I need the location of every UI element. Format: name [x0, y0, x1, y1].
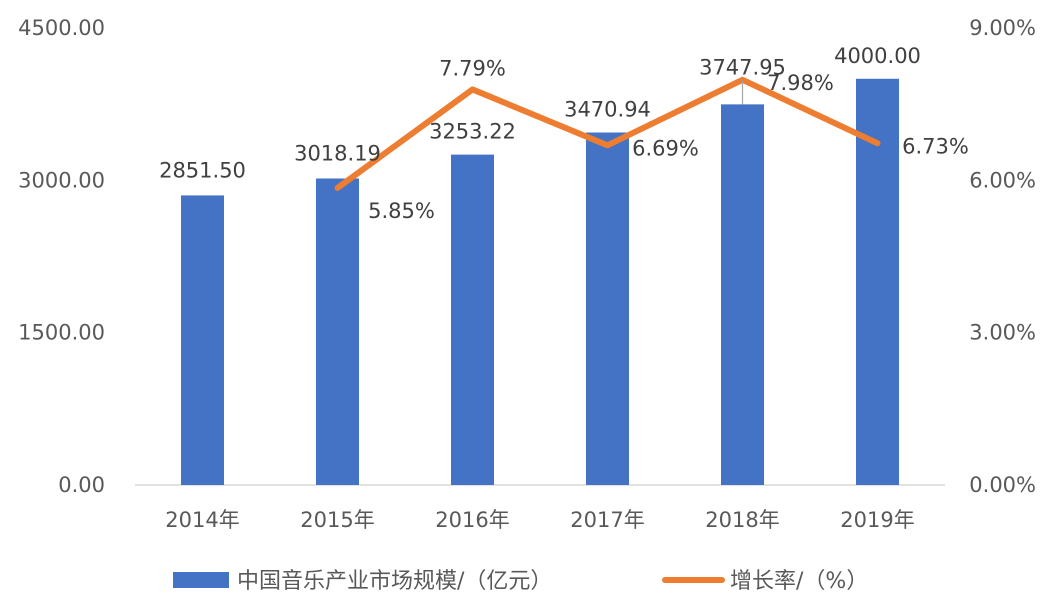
- growth-value-label: 5.85%: [368, 199, 435, 223]
- bar: [181, 195, 224, 485]
- growth-value-label: 7.79%: [439, 56, 506, 80]
- x-tick-label: 2018年: [705, 508, 779, 532]
- x-tick-label: 2014年: [165, 508, 239, 532]
- bar: [451, 154, 494, 485]
- y-left-tick-label: 3000.00: [18, 168, 105, 192]
- bar-value-label: 3470.94: [564, 98, 651, 122]
- x-tick-label: 2015年: [300, 508, 374, 532]
- bar-value-label: 3747.95: [699, 55, 786, 79]
- y-left-tick-label: 1500.00: [18, 321, 105, 345]
- legend-bar-label: 中国音乐产业市场规模/（亿元）: [237, 569, 552, 594]
- y-right-tick-label: 0.00%: [969, 473, 1036, 497]
- y-right-tick-label: 9.00%: [969, 16, 1036, 40]
- bar-value-label: 2851.50: [159, 158, 246, 182]
- growth-value-label: 7.98%: [767, 71, 834, 95]
- growth-value-label: 6.69%: [632, 136, 699, 160]
- y-left-tick-label: 0.00: [58, 473, 105, 497]
- bar: [586, 132, 629, 485]
- growth-line: [334, 76, 881, 191]
- bar: [721, 104, 764, 486]
- legend-bar-swatch: [173, 572, 229, 588]
- axes-group: 0.00 1500.00 3000.00 4500.00 0.00% 3.00% 6.00%…: [18, 16, 1036, 532]
- x-tick-label: 2017年: [570, 508, 644, 532]
- growth-line-group: [334, 76, 881, 191]
- bar-value-label: 4000.00: [834, 44, 921, 68]
- bar-value-label: 3253.22: [429, 120, 516, 144]
- legend-line-label: 增长率/（%）: [730, 569, 868, 594]
- data-labels-group: 2851.50 3018.19 3253.22 3470.94 3747.95 4000.…: [159, 44, 969, 223]
- legend: 中国音乐产业市场规模/（亿元） 增长率/（%）: [173, 569, 868, 594]
- x-tick-label: 2019年: [840, 508, 914, 532]
- bar: [856, 78, 899, 486]
- bars-group: [181, 78, 899, 486]
- bar-value-label: 3018.19: [294, 141, 381, 165]
- bar: [316, 178, 359, 486]
- y-left-tick-label: 4500.00: [18, 16, 105, 40]
- y-right-tick-label: 6.00%: [969, 168, 1036, 192]
- y-right-tick-label: 3.00%: [969, 321, 1036, 345]
- x-tick-label: 2016年: [435, 508, 509, 532]
- growth-value-label: 6.73%: [902, 134, 969, 158]
